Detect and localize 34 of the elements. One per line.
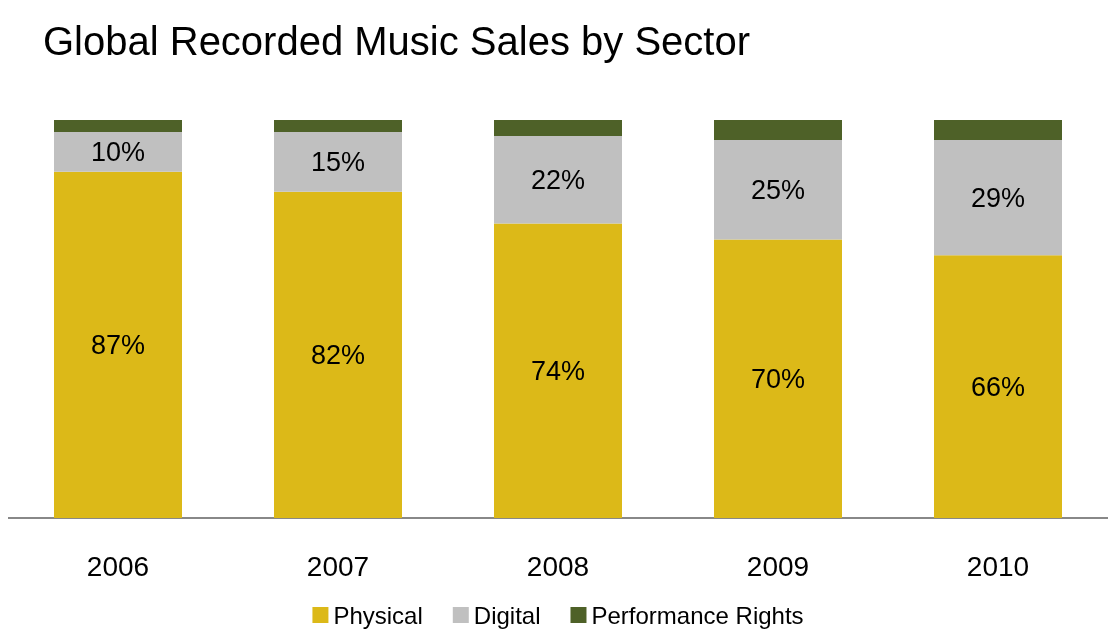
- data-label: 29%: [970, 182, 1026, 213]
- x-tick-label: 2007: [306, 550, 370, 582]
- data-label: 70%: [750, 363, 806, 394]
- bar: [714, 139, 842, 240]
- bar: [714, 239, 842, 518]
- data-label: 15%: [310, 146, 366, 177]
- data-label: 10%: [90, 136, 146, 167]
- bar: [934, 120, 1062, 140]
- x-tick-label: 2008: [526, 550, 590, 582]
- data-label: 82%: [310, 339, 366, 370]
- bar: [54, 120, 182, 132]
- bar: [54, 171, 182, 518]
- data-label: 87%: [90, 329, 146, 360]
- x-tick-label: 2006: [86, 550, 150, 582]
- legend-label: Physical: [333, 601, 423, 629]
- x-tick-label: 2009: [746, 550, 810, 582]
- chart-title: Global Recorded Music Sales by Sector: [43, 19, 750, 63]
- legend-label: Digital: [473, 601, 541, 629]
- bar: [274, 131, 402, 192]
- legend-label: Performance Rights: [591, 601, 804, 629]
- bar: [274, 120, 402, 132]
- bar: [54, 131, 182, 172]
- bar: [934, 139, 1062, 256]
- x-tick-label: 2010: [966, 550, 1030, 582]
- bar: [934, 255, 1062, 518]
- bar: [274, 191, 402, 518]
- bar: [494, 223, 622, 518]
- data-label: 25%: [750, 174, 806, 205]
- bar: [494, 135, 622, 224]
- data-label: 22%: [530, 164, 586, 195]
- bar: [714, 120, 842, 140]
- data-label: 66%: [970, 371, 1026, 402]
- data-label: 74%: [530, 355, 586, 386]
- bar: [494, 120, 622, 136]
